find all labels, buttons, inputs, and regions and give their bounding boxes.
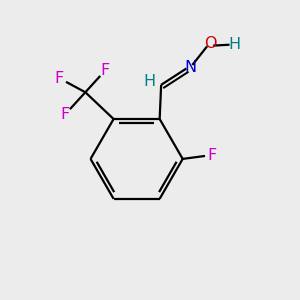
Text: O: O <box>204 36 216 51</box>
Text: N: N <box>184 60 196 75</box>
Text: F: F <box>208 148 217 164</box>
Text: H: H <box>228 37 240 52</box>
Text: F: F <box>100 63 110 78</box>
Text: H: H <box>144 74 156 89</box>
Text: F: F <box>60 107 69 122</box>
Text: F: F <box>55 71 64 86</box>
